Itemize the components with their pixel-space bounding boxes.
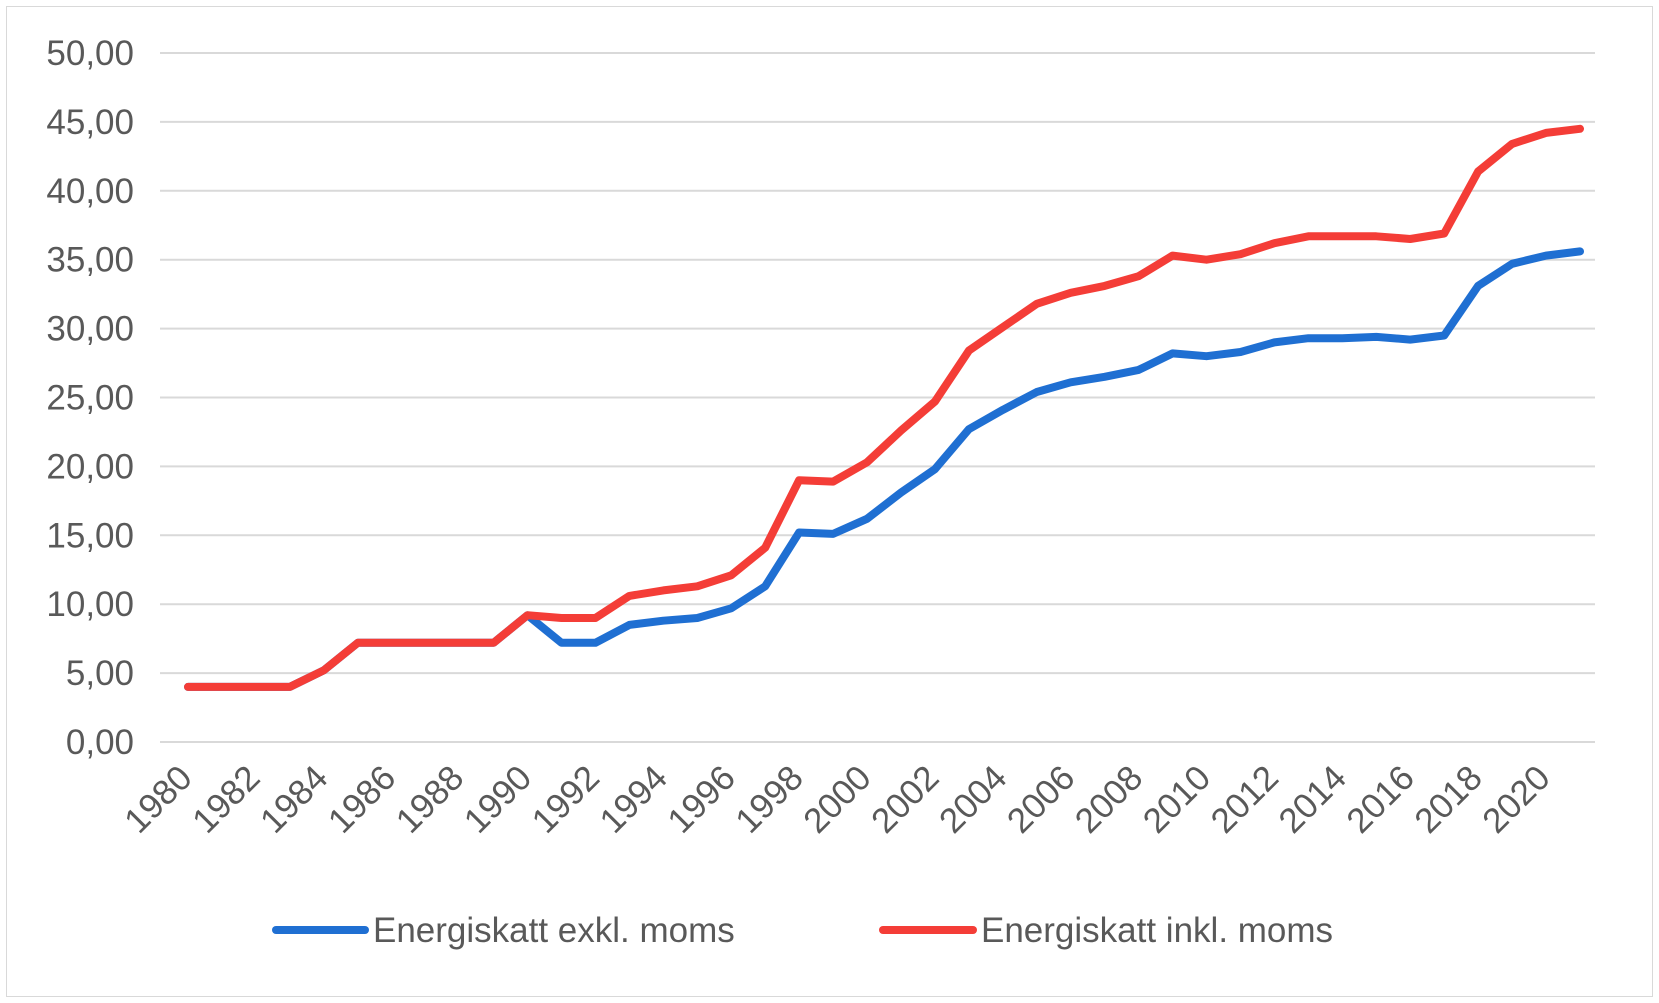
y-tick-label: 50,00 bbox=[46, 34, 134, 73]
x-tick-label: 1988 bbox=[389, 758, 472, 841]
x-tick-label: 2004 bbox=[932, 758, 1015, 841]
x-tick-label: 1994 bbox=[592, 758, 675, 841]
x-tick-label: 1992 bbox=[524, 758, 607, 841]
gridlines bbox=[160, 52, 1595, 743]
x-tick-label: 2002 bbox=[864, 758, 947, 841]
y-tick-label: 35,00 bbox=[46, 241, 134, 280]
x-tick-label: 2010 bbox=[1136, 758, 1219, 841]
y-tick-label: 30,00 bbox=[46, 310, 134, 349]
x-tick-label: 2000 bbox=[796, 758, 879, 841]
y-tick-label: 10,00 bbox=[46, 585, 134, 624]
y-tick-label: 5,00 bbox=[66, 654, 134, 693]
legend: Energiskatt exkl. moms Energiskatt inkl. … bbox=[272, 911, 1333, 950]
y-tick-label: 0,00 bbox=[66, 723, 134, 762]
series-line-exkl-moms bbox=[184, 247, 1584, 691]
y-tick-label: 15,00 bbox=[46, 516, 134, 555]
x-tick-label: 1986 bbox=[321, 758, 404, 841]
y-tick-label: 20,00 bbox=[46, 447, 134, 486]
x-tick-label: 1984 bbox=[253, 758, 336, 841]
x-tick-label: 2018 bbox=[1407, 758, 1490, 841]
series-lines bbox=[184, 124, 1584, 691]
x-tick-label: 1982 bbox=[185, 758, 268, 841]
x-axis-tick-labels: 1980198219841986198819901992199419961998… bbox=[117, 758, 1558, 841]
y-tick-label: 45,00 bbox=[46, 103, 134, 142]
x-tick-label: 2020 bbox=[1475, 758, 1558, 841]
series-line-inkl-moms bbox=[184, 124, 1584, 691]
y-axis-tick-labels: 0,00 5,00 10,00 15,00 20,00 25,00 30,00 35,00 40… bbox=[46, 34, 134, 762]
x-tick-label: 1990 bbox=[457, 758, 540, 841]
x-tick-label: 2006 bbox=[1000, 758, 1083, 841]
y-tick-label: 40,00 bbox=[46, 172, 134, 211]
y-tick-label: 25,00 bbox=[46, 379, 134, 418]
x-tick-label: 2012 bbox=[1203, 758, 1286, 841]
legend-label: Energiskatt exkl. moms bbox=[373, 911, 735, 950]
x-tick-label: 1980 bbox=[117, 758, 200, 841]
x-tick-label: 2014 bbox=[1271, 758, 1354, 841]
x-tick-label: 2008 bbox=[1068, 758, 1151, 841]
x-tick-label: 2016 bbox=[1339, 758, 1422, 841]
x-tick-label: 1996 bbox=[660, 758, 743, 841]
chart-frame bbox=[6, 6, 1653, 997]
x-tick-label: 1998 bbox=[728, 758, 811, 841]
legend-label: Energiskatt inkl. moms bbox=[981, 911, 1333, 950]
